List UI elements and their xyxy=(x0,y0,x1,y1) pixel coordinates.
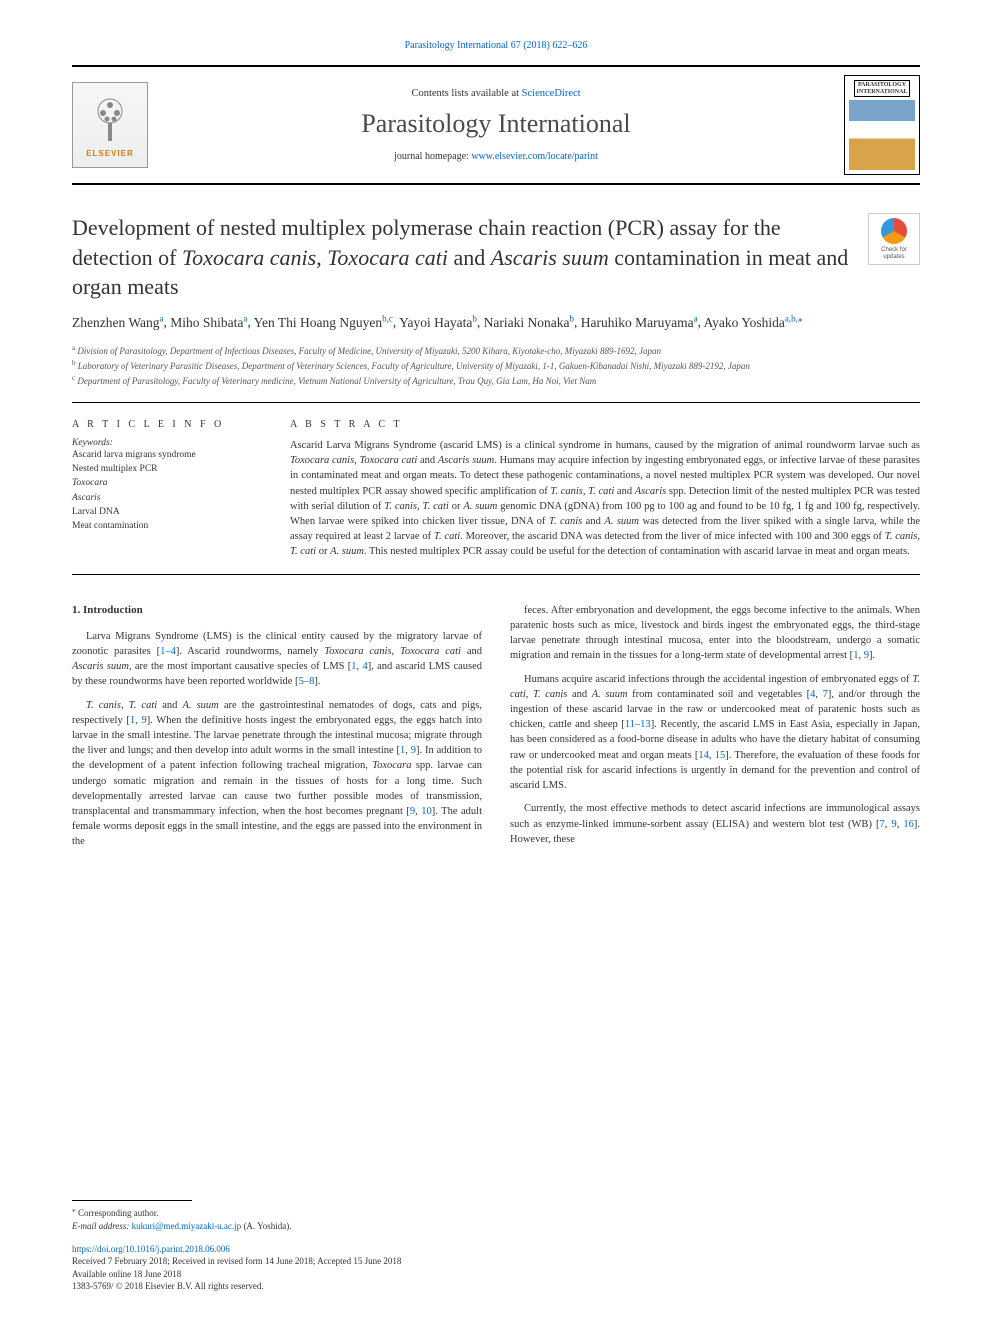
abstract-text: Ascarid Larva Migrans Syndrome (ascarid … xyxy=(290,438,920,560)
cover-badge-title: PARASITOLOGY INTERNATIONAL xyxy=(854,80,911,97)
author: Haruhiko Maruyamaa xyxy=(581,315,698,330)
elsevier-label: ELSEVIER xyxy=(86,149,134,158)
body-right-column: feces. After embryonation and developmen… xyxy=(510,603,920,858)
affil-link[interactable]: a xyxy=(243,313,247,323)
affiliation: a Division of Parasitology, Department o… xyxy=(72,343,920,358)
corresponding-author-note: ⁎ Corresponding author. xyxy=(72,1205,920,1220)
body-columns: 1. Introduction Larva Migrans Syndrome (… xyxy=(72,603,920,858)
keywords-list: Ascarid larva migrans syndromeNested mul… xyxy=(72,448,262,534)
article-header: Development of nested multiplex polymera… xyxy=(72,213,920,302)
abstract-heading: A B S T R A C T xyxy=(290,419,920,430)
journal-name: Parasitology International xyxy=(148,109,844,139)
footnote-rule xyxy=(72,1200,192,1201)
affiliation: c Department of Parasitology, Faculty of… xyxy=(72,373,920,388)
info-abstract-row: A R T I C L E I N F O Keywords: Ascarid … xyxy=(72,403,920,574)
check-for-updates-button[interactable]: Check for updates xyxy=(868,213,920,265)
keyword: Nested multiplex PCR xyxy=(72,462,262,476)
title-species: Ascaris suum xyxy=(491,245,609,270)
check-updates-label: Check for updates xyxy=(881,247,907,260)
keyword: Meat contamination xyxy=(72,519,262,533)
article-info: A R T I C L E I N F O Keywords: Ascarid … xyxy=(72,419,262,560)
available-line: Available online 18 June 2018 xyxy=(72,1269,181,1279)
homepage-line: journal homepage: www.elsevier.com/locat… xyxy=(148,151,844,162)
title-species: Toxocara canis xyxy=(182,245,316,270)
intro-heading: 1. Introduction xyxy=(72,603,482,619)
affil-link[interactable]: b xyxy=(472,313,477,323)
keyword: Toxocara xyxy=(72,476,262,490)
body-paragraph: feces. After embryonation and developmen… xyxy=(510,603,920,664)
body-left-column: 1. Introduction Larva Migrans Syndrome (… xyxy=(72,603,482,858)
author: Yayoi Hayatab xyxy=(399,315,477,330)
keyword: Larval DNA xyxy=(72,505,262,519)
author: Yen Thi Hoang Nguyenb,c xyxy=(254,315,393,330)
title-part: and xyxy=(448,245,491,270)
elsevier-logo: ELSEVIER xyxy=(72,82,148,168)
email-author: (A. Yoshida). xyxy=(243,1221,291,1231)
homepage-link[interactable]: www.elsevier.com/locate/parint xyxy=(471,151,598,162)
article-info-heading: A R T I C L E I N F O xyxy=(72,419,262,430)
author: Miho Shibataa xyxy=(170,315,247,330)
top-journal-ref: Parasitology International 67 (2018) 622… xyxy=(72,40,920,51)
check-updates-line2: updates xyxy=(883,254,904,260)
email-link[interactable]: kukuri@med.miyazaki-u.ac.jp xyxy=(132,1221,242,1231)
doi-block: https://doi.org/10.1016/j.parint.2018.06… xyxy=(72,1243,920,1293)
affil-link[interactable]: a xyxy=(694,313,698,323)
corr-text: Corresponding author. xyxy=(78,1208,159,1218)
homepage-prefix: journal homepage: xyxy=(394,151,471,162)
journal-cover-badge: PARASITOLOGY INTERNATIONAL xyxy=(844,75,920,175)
header-center: Contents lists available at ScienceDirec… xyxy=(148,88,844,162)
affil-link[interactable]: b xyxy=(570,313,575,323)
affil-link[interactable]: b,c xyxy=(382,313,393,323)
body-paragraph: T. canis, T. cati and A. suum are the ga… xyxy=(72,698,482,850)
corr-mark: ⁎ xyxy=(72,1205,76,1214)
keywords-label: Keywords: xyxy=(72,438,262,448)
article-title: Development of nested multiplex polymera… xyxy=(72,213,852,302)
cover-badge-art-icon xyxy=(849,100,915,170)
email-label: E-mail address: xyxy=(72,1221,129,1231)
affil-link[interactable]: a,b, xyxy=(785,313,798,323)
abstract: A B S T R A C T Ascarid Larva Migrans Sy… xyxy=(290,419,920,560)
author: Ayako Yoshidaa,b,⁎ xyxy=(704,315,803,330)
keyword: Ascarid larva migrans syndrome xyxy=(72,448,262,462)
body-paragraph: Larva Migrans Syndrome (LMS) is the clin… xyxy=(72,629,482,690)
contents-line: Contents lists available at ScienceDirec… xyxy=(148,88,844,99)
affiliation-list: a Division of Parasitology, Department o… xyxy=(72,343,920,388)
elsevier-tree-icon xyxy=(83,93,137,147)
page-footer: ⁎ Corresponding author. E-mail address: … xyxy=(72,1200,920,1293)
email-line: E-mail address: kukuri@med.miyazaki-u.ac… xyxy=(72,1220,920,1233)
title-part: , xyxy=(316,245,327,270)
body-paragraph: Currently, the most effective methods to… xyxy=(510,801,920,847)
title-species: Toxocara cati xyxy=(327,245,448,270)
cover-badge-line2: INTERNATIONAL xyxy=(857,89,908,95)
copyright-line: 1383-5769/ © 2018 Elsevier B.V. All righ… xyxy=(72,1281,264,1291)
crossmark-icon xyxy=(881,218,907,244)
doi-link[interactable]: https://doi.org/10.1016/j.parint.2018.06… xyxy=(72,1244,230,1254)
body-paragraph: Humans acquire ascarid infections throug… xyxy=(510,672,920,794)
sciencedirect-link[interactable]: ScienceDirect xyxy=(522,88,581,99)
divider xyxy=(72,574,920,575)
cover-badge-line1: PARASITOLOGY xyxy=(858,82,906,88)
contents-prefix: Contents lists available at xyxy=(411,88,521,99)
affiliation: b Laboratory of Veterinary Parasitic Dis… xyxy=(72,358,920,373)
top-journal-link[interactable]: Parasitology International 67 (2018) 622… xyxy=(405,40,588,51)
author-list: Zhenzhen Wanga, Miho Shibataa, Yen Thi H… xyxy=(72,312,920,333)
journal-header: ELSEVIER Contents lists available at Sci… xyxy=(72,65,920,185)
received-line: Received 7 February 2018; Received in re… xyxy=(72,1256,401,1266)
author: Nariaki Nonakab xyxy=(484,315,574,330)
author: Zhenzhen Wanga xyxy=(72,315,164,330)
keyword: Ascaris xyxy=(72,491,262,505)
affil-link[interactable]: a xyxy=(160,313,164,323)
check-updates-line1: Check for xyxy=(881,247,907,253)
